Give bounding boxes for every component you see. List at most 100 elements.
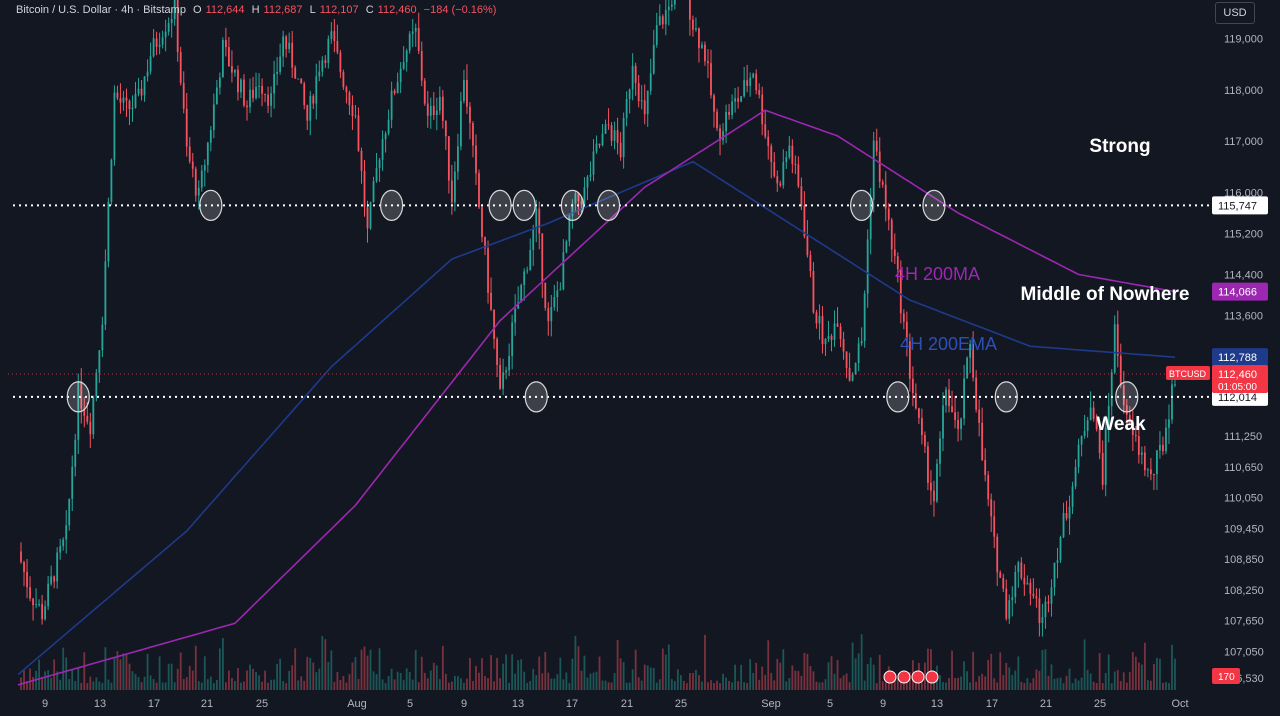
candle-body: [890, 219, 893, 250]
candle-body: [999, 572, 1002, 578]
price-axis: 119,000118,000117,000116,000115,200114,4…: [1166, 0, 1280, 716]
ema-price-tag-bg: [1212, 348, 1268, 367]
volume-bar: [264, 670, 266, 690]
candle-body: [146, 71, 149, 77]
volume-bar: [818, 682, 821, 690]
last-price-tag: 112,460: [1218, 369, 1257, 381]
volume-bar: [797, 670, 800, 690]
candle-body: [734, 98, 737, 102]
volume-bar: [658, 679, 661, 690]
volume-bar: [559, 657, 562, 690]
candle-body: [535, 208, 538, 229]
volume-bar: [481, 658, 483, 690]
volume-bar: [1168, 683, 1170, 690]
candle-body: [698, 28, 700, 49]
volume-bar: [535, 675, 538, 690]
candle-body: [1174, 384, 1176, 386]
candle-body: [625, 99, 628, 118]
candle-body: [1095, 418, 1098, 430]
volume-bar: [396, 671, 399, 690]
volume-bar: [824, 679, 827, 690]
candle-body: [438, 96, 441, 111]
volume-bar: [336, 672, 339, 690]
volume-bar: [23, 670, 25, 690]
volume-bar: [104, 647, 107, 690]
candle-body: [1146, 469, 1149, 471]
candle-body: [212, 104, 215, 131]
candle-body: [716, 111, 718, 129]
candle-body: [53, 576, 56, 582]
volume-bar: [267, 682, 269, 690]
volume-bar: [785, 681, 788, 690]
candle-body: [701, 44, 703, 49]
candle-body: [435, 110, 438, 116]
candle-body: [767, 136, 770, 147]
volume-bar: [866, 663, 869, 690]
volume-bar: [1104, 673, 1107, 690]
volume-bar: [1002, 675, 1005, 690]
candle-body: [131, 107, 134, 110]
candle-body: [1131, 423, 1134, 435]
last-price-tag-bg: [1212, 364, 1268, 393]
volume-bar: [902, 682, 905, 690]
time-tick-label: 21: [621, 698, 633, 710]
event-badge-icon: [925, 670, 939, 684]
candle-body: [1017, 562, 1020, 573]
candle-body: [218, 77, 221, 88]
candle-body: [604, 124, 607, 134]
candle-body: [779, 183, 782, 186]
candle-body: [529, 249, 532, 271]
volume-bar: [673, 681, 676, 690]
candle-body: [586, 176, 589, 188]
volume-bar: [303, 680, 306, 690]
touch-marker: [850, 189, 874, 221]
volume-bar: [152, 678, 155, 690]
volume-bar: [429, 670, 432, 690]
volume-bar: [851, 642, 854, 690]
volume-bar: [279, 658, 282, 690]
candle-body: [188, 146, 191, 162]
volume-bar: [56, 671, 59, 690]
candle-body: [975, 377, 978, 410]
candle-body: [993, 516, 996, 537]
volume-bar: [963, 661, 965, 690]
candle-body: [197, 187, 200, 196]
candle-body: [38, 603, 40, 605]
candle-body: [1113, 324, 1116, 373]
candle-body: [387, 119, 390, 134]
candle-body: [1134, 434, 1137, 437]
volume-bar: [378, 648, 381, 690]
candle-body: [393, 90, 396, 94]
volume-bar: [969, 682, 972, 690]
candle-body: [456, 146, 459, 172]
currency-button[interactable]: USD: [1215, 2, 1255, 24]
candle-body: [887, 208, 890, 220]
volume-bar: [1023, 682, 1026, 690]
candle-body: [1119, 355, 1122, 386]
price-tick-label: 107,050: [1224, 647, 1264, 659]
volume-bar: [390, 668, 393, 690]
volume-bar: [643, 664, 646, 690]
candle-body: [50, 576, 53, 584]
candle-body: [309, 96, 312, 121]
candle-body: [523, 271, 526, 285]
candle-body: [89, 421, 92, 435]
candle-body: [752, 73, 755, 78]
candle-body: [695, 28, 697, 30]
volume-bar: [496, 657, 498, 690]
volume-bar: [369, 649, 372, 690]
volume-bar: [1074, 678, 1077, 690]
volume-bar: [529, 680, 532, 690]
candle-body: [191, 161, 194, 169]
candle-body: [496, 338, 498, 365]
volume-bar: [218, 648, 221, 690]
candle-body: [493, 309, 495, 339]
volume-bar: [845, 673, 848, 690]
candle-body: [330, 31, 333, 39]
candle-body: [899, 269, 902, 314]
candle-body: [526, 270, 529, 272]
candle-body: [565, 241, 568, 253]
